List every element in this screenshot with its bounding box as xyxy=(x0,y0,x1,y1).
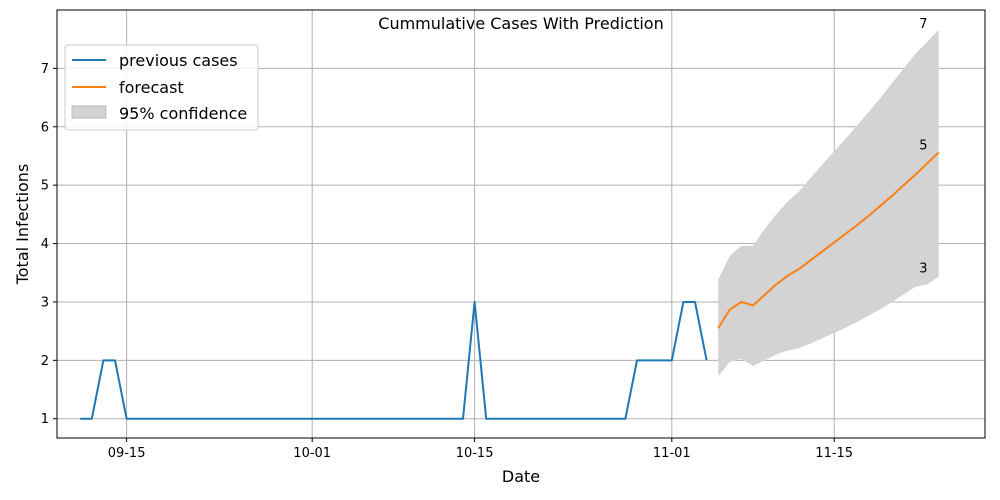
legend: previous cases forecast 95% confidence xyxy=(64,44,259,131)
x-tick-label: 10-15 xyxy=(456,446,494,461)
legend-label-previous-cases: previous cases xyxy=(119,51,238,70)
x-tick-label: 11-01 xyxy=(653,446,691,461)
x-tick-label: 09-15 xyxy=(108,446,146,461)
confidence-band xyxy=(718,29,939,377)
y-tick-label: 1 xyxy=(41,412,49,427)
x-tick-label: 10-01 xyxy=(293,446,331,461)
y-tick-label: 2 xyxy=(41,354,49,369)
y-tick-label: 6 xyxy=(41,120,49,135)
legend-frame xyxy=(64,44,259,131)
plot-area-frame xyxy=(56,9,986,439)
x-axis-label: Date xyxy=(502,467,540,486)
series-line-forecast xyxy=(717,151,940,329)
annotation-label: 3 xyxy=(919,262,927,277)
y-tick-label: 3 xyxy=(41,295,49,310)
annotation-label: 7 xyxy=(919,17,927,32)
y-tick-label: 7 xyxy=(41,62,49,77)
series-layer xyxy=(80,151,940,420)
legend-label-forecast: forecast xyxy=(119,78,184,97)
annotation-label: 5 xyxy=(919,138,927,153)
annotation-layer: 7 5 3 xyxy=(919,17,927,277)
y-tick-label: 5 xyxy=(41,179,49,194)
tick-layer: 09-15 10-01 10-15 11-01 11-15 1 2 3 4 5 6 7 xyxy=(41,62,853,461)
legend-swatch-confidence xyxy=(71,105,107,119)
series-line-previous-cases xyxy=(80,300,708,420)
x-tick-label: 11-15 xyxy=(815,446,853,461)
chart-title: Cummulative Cases With Prediction xyxy=(378,14,663,33)
y-tick-label: 4 xyxy=(41,237,49,252)
legend-label-confidence: 95% confidence xyxy=(119,104,247,123)
confidence-band-layer xyxy=(718,29,939,377)
y-axis-label: Total Infections xyxy=(13,164,32,286)
